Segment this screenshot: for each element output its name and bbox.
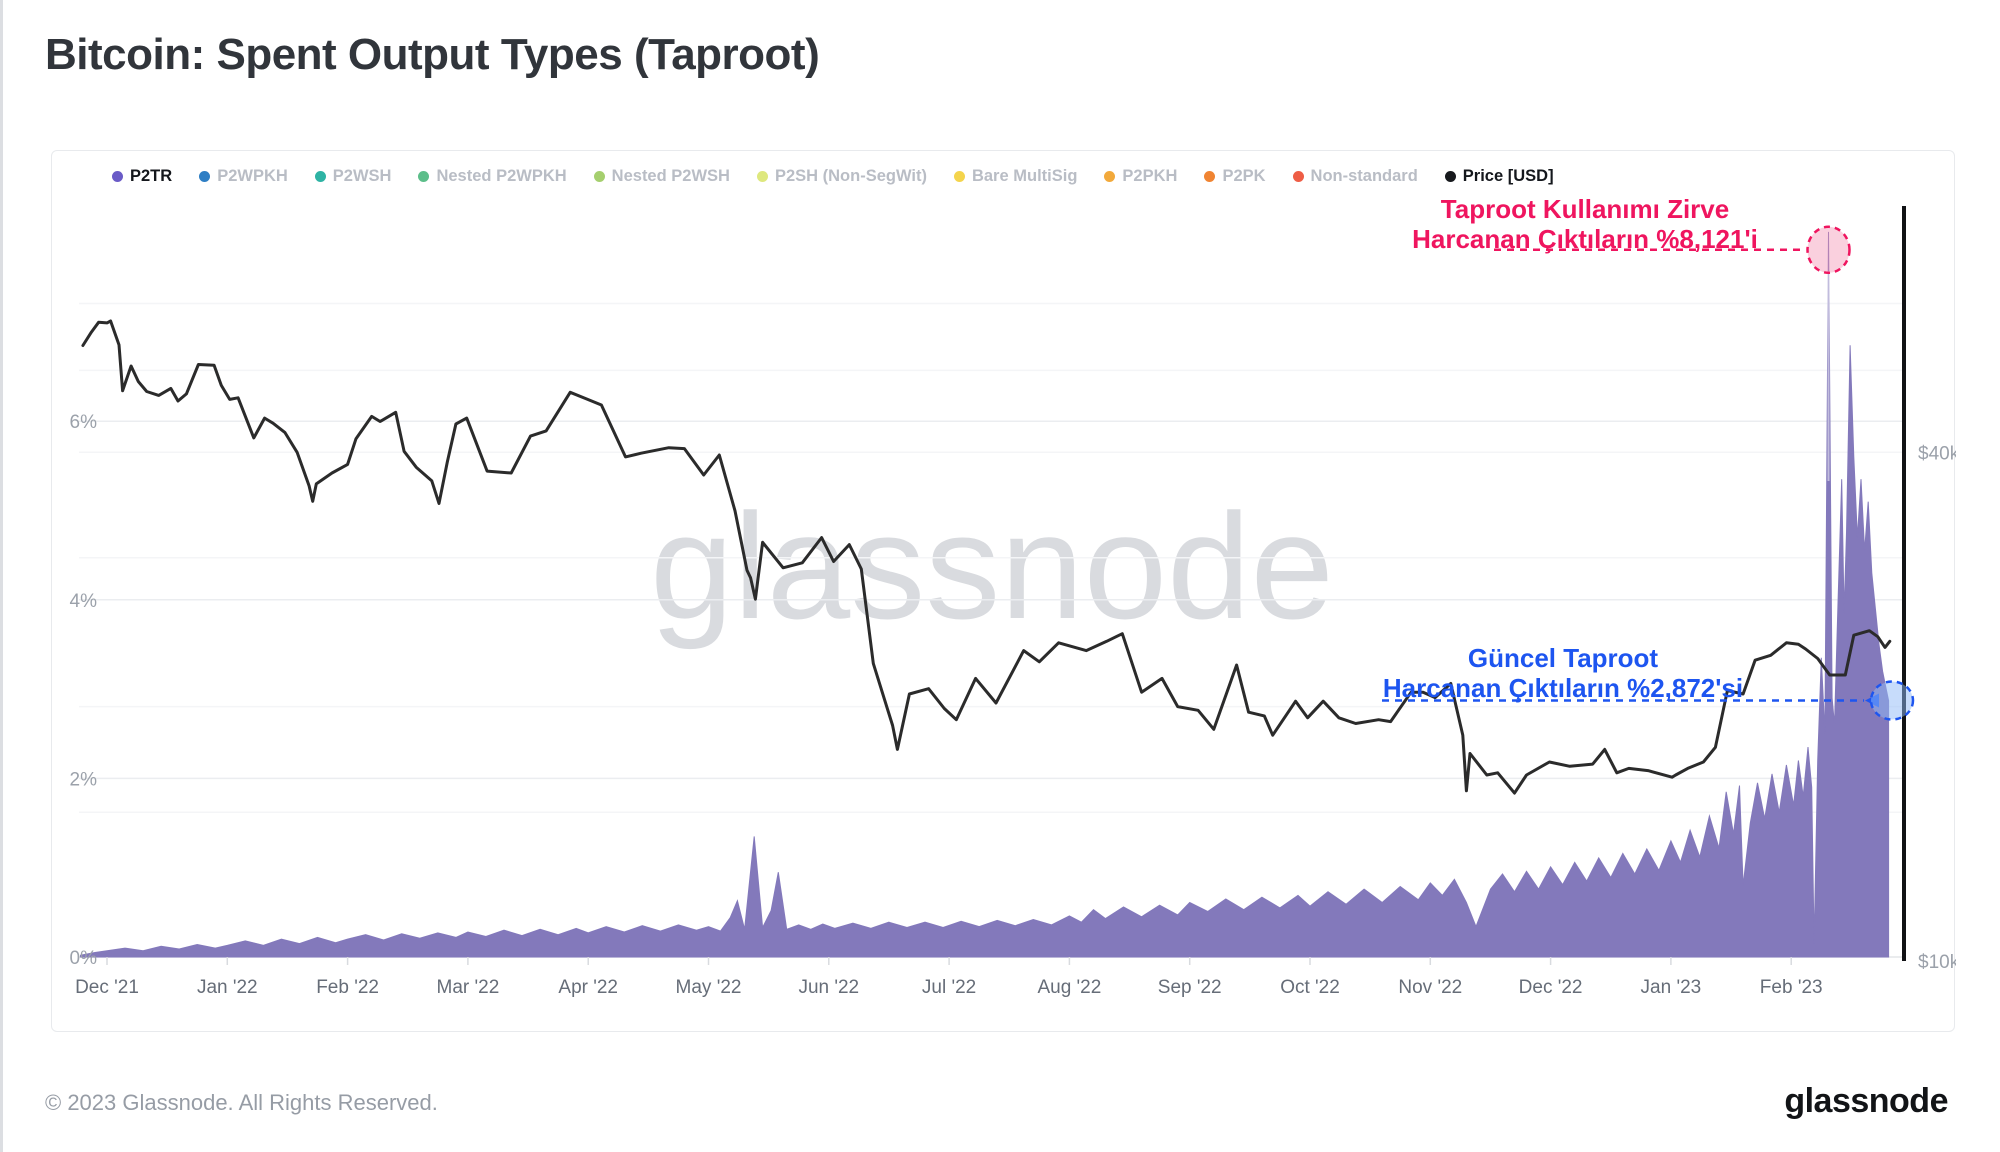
legend-item-label: P2TR — [130, 166, 173, 185]
legend-item-price-usd-[interactable]: Price [USD] — [1444, 166, 1554, 186]
legend-item-p2tr[interactable]: P2TR — [112, 167, 172, 186]
x-axis-label: Apr '22 — [558, 977, 618, 998]
annotation-peak: Taproot Kullanımı Zirve Harcanan Çıktıla… — [1370, 194, 1800, 254]
peak-marker-circle — [1806, 225, 1851, 275]
price-line-series — [81, 319, 1892, 795]
legend-item-p2wsh[interactable]: P2WSH — [314, 166, 392, 186]
legend-item-label: Nested P2WPKH — [436, 166, 567, 185]
y-right-axis-label: $10k — [1918, 952, 1956, 973]
x-axis-label: Feb '23 — [1760, 977, 1823, 998]
legend-item-nested-p2wsh[interactable]: Nested P2WSH — [593, 166, 730, 186]
annotation-current: Güncel Taproot Harcanan Çıktıların %2,87… — [1338, 643, 1788, 703]
x-axis-label: Jan '23 — [1641, 977, 1702, 998]
legend-item-label: Bare MultiSig — [971, 166, 1078, 185]
glassnode-logo: glassnode — [1784, 1082, 1948, 1120]
legend-item-non-standard[interactable]: Non-standard — [1292, 166, 1418, 186]
annotation-peak-line1: Taproot Kullanımı Zirve — [1440, 194, 1730, 224]
page-title: Bitcoin: Spent Output Types (Taproot) — [45, 30, 820, 79]
legend-item-p2wpkh[interactable]: P2WPKH — [199, 167, 288, 186]
x-axis-label: May '22 — [676, 977, 742, 998]
legend-item-label: P2WPKH — [217, 166, 288, 185]
chart-card: P2TR P2WPKH P2WSH Nested P2WPKH Nested P2WSH… — [51, 150, 1956, 1033]
legend-dot-icon — [953, 170, 965, 182]
legend-dot-icon — [593, 170, 605, 182]
x-axis-label: Mar '22 — [437, 977, 500, 998]
legend-item-label: Nested P2WSH — [611, 166, 730, 185]
x-axis-label: Jan '22 — [197, 977, 258, 998]
legend-dot-icon — [1444, 170, 1456, 182]
x-axis-label: Dec '22 — [1519, 977, 1583, 998]
legend-item-p2sh-non-segwit-[interactable]: P2SH (Non-SegWit) — [756, 166, 927, 186]
y-left-axis-label: 6% — [70, 412, 98, 433]
current-marker-circle — [1869, 680, 1915, 721]
annotation-current-line1: Güncel Taproot — [1467, 643, 1659, 673]
legend-dot-icon — [112, 170, 123, 182]
x-axis-label: Oct '22 — [1280, 977, 1340, 998]
legend-item-bare-multisig[interactable]: Bare MultiSig — [953, 166, 1078, 186]
annotation-peak-line2: Harcanan Çıktıların %8,121'i — [1412, 224, 1758, 254]
legend-dot-icon — [756, 170, 768, 182]
y-left-axis-label: 4% — [70, 591, 98, 612]
x-axis-label: Dec '21 — [75, 977, 139, 998]
x-axis-label: Aug '22 — [1037, 977, 1101, 998]
legend-dot-icon — [1292, 170, 1304, 182]
chart-legend: P2TR P2WPKH P2WSH Nested P2WPKH Nested P2WSH… — [112, 163, 1554, 189]
footer-copyright: © 2023 Glassnode. All Rights Reserved. — [45, 1090, 438, 1115]
legend-item-label: P2WSH — [332, 166, 392, 185]
legend-item-label: Price [USD] — [1462, 166, 1554, 185]
legend-item-label: P2SH (Non-SegWit) — [774, 166, 927, 185]
legend-item-label: Non-standard — [1310, 166, 1418, 185]
legend-dot-icon — [1204, 170, 1216, 182]
annotation-current-line2: Harcanan Çıktıların %2,872'si — [1382, 673, 1744, 703]
legend-item-nested-p2wpkh[interactable]: Nested P2WPKH — [418, 166, 567, 186]
plot-area[interactable]: Dec '21 Jan '22 Feb '22 Mar '22 Apr '22 May '… — [52, 151, 1956, 1033]
x-axis-label: Jul '22 — [922, 977, 976, 998]
x-axis-label: Jun '22 — [798, 977, 859, 998]
legend-item-label: P2PK — [1222, 166, 1266, 185]
legend-dot-icon — [314, 170, 326, 182]
legend-item-p2pkh[interactable]: P2PKH — [1104, 167, 1177, 186]
y-left-axis-label: 2% — [70, 769, 98, 790]
x-axis-label: Sep '22 — [1158, 977, 1222, 998]
legend-item-p2pk[interactable]: P2PK — [1204, 166, 1266, 186]
legend-item-label: P2PKH — [1122, 166, 1178, 185]
glassnode-watermark: glassnode — [650, 482, 1334, 650]
y-left-axis-label: 0% — [70, 948, 98, 969]
x-axis-label: Nov '22 — [1398, 977, 1462, 998]
legend-dot-icon — [1104, 170, 1116, 182]
p2tr-area-series — [80, 231, 1890, 958]
y-right-axis-label: $40k — [1918, 443, 1956, 464]
legend-dot-icon — [418, 170, 430, 182]
x-axis-label: Feb '22 — [316, 977, 379, 998]
legend-dot-icon — [199, 170, 211, 182]
